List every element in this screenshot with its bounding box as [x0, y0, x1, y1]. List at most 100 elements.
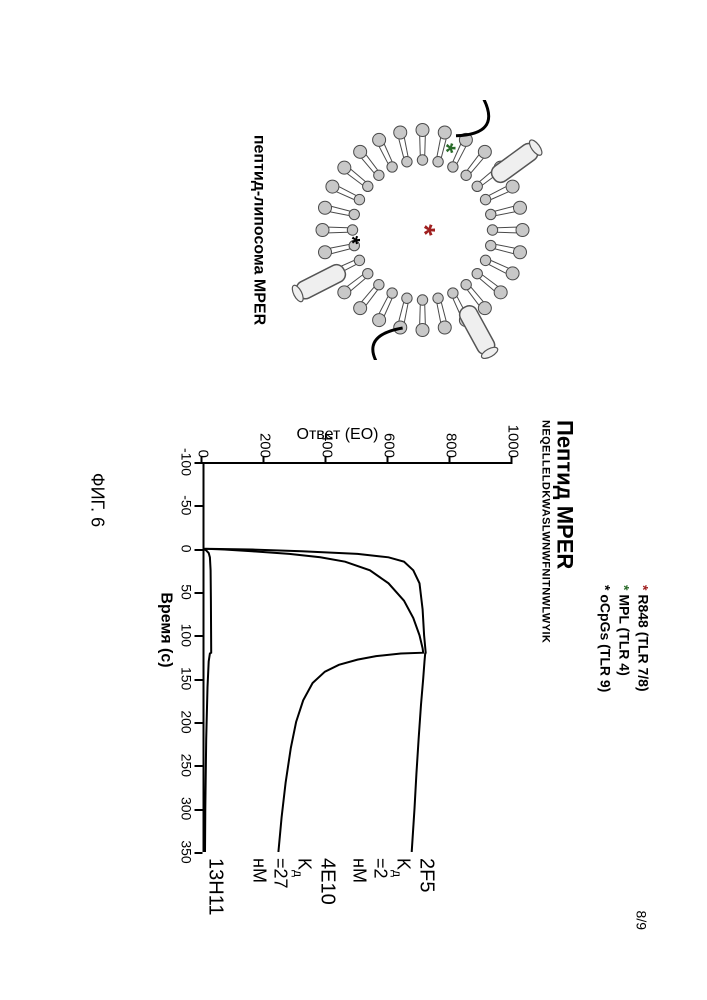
lipid-head-icon [372, 133, 385, 146]
lipid-tail [424, 136, 425, 155]
x-tick-label: 0 [178, 529, 194, 569]
y-tick-mark [386, 456, 388, 464]
lipid-head-icon [353, 145, 366, 158]
lipid-tail [436, 304, 440, 323]
liposome-icon: *** [282, 100, 562, 360]
x-tick-mark [194, 635, 202, 637]
legend-label: MPL (TLR 4) [616, 594, 632, 675]
y-tick-mark [262, 456, 264, 464]
liposome-diagram: *** [282, 100, 562, 360]
y-tick-mark [324, 456, 326, 464]
lipid-head-icon [417, 155, 427, 165]
lipid-head-icon [372, 314, 385, 327]
x-tick-label: 350 [178, 832, 194, 872]
lipid-tail [479, 278, 493, 290]
y-tick-mark [510, 456, 512, 464]
plot-lines [202, 462, 512, 852]
lipid-tail [350, 278, 364, 290]
x-tick-label: -100 [178, 442, 194, 482]
lipid-head-icon [393, 126, 406, 139]
lipid-head-icon [447, 162, 457, 172]
lipid-head-icon [337, 161, 350, 174]
x-tick-mark [194, 722, 202, 724]
legend-label: oCpGs (TLR 9) [597, 594, 613, 692]
lipid-tail [366, 155, 377, 170]
x-tick-label: 150 [178, 659, 194, 699]
page-number: 8/9 [633, 911, 649, 930]
lipid-head-icon [472, 268, 482, 278]
lipid-head-icon [401, 157, 411, 167]
chart-series-2F5 [203, 462, 426, 852]
x-tick-label: -50 [178, 485, 194, 525]
lipid-head-icon [438, 321, 451, 334]
x-tick-mark [194, 852, 202, 854]
x-tick-mark [194, 462, 202, 464]
lipid-tail [470, 158, 482, 172]
lipid-tail [350, 169, 364, 181]
diagram-caption: пептид-липосома MPER [249, 100, 267, 360]
x-tick-mark [194, 679, 202, 681]
lipid-head-icon [362, 268, 372, 278]
lipid-tail [328, 227, 347, 228]
x-tick-label: 250 [178, 745, 194, 785]
ka-label: Kд =2 нМ [348, 858, 414, 883]
lipid-head-icon [432, 293, 442, 303]
asterisk-icon: * [431, 143, 461, 154]
y-tick-label: 1000 [504, 420, 521, 458]
x-tick-mark [194, 809, 202, 811]
y-tick-label: 0 [194, 420, 211, 458]
lipid-tail [366, 290, 377, 305]
x-tick-mark [194, 505, 202, 507]
x-axis-title: Время (с) [156, 592, 174, 667]
lipid-tail [347, 275, 362, 286]
lipid-tail [331, 206, 349, 211]
lipid-head-icon [337, 286, 350, 299]
asterisk-icon: * [339, 236, 364, 245]
lipid-tail [424, 305, 425, 324]
lipid-head-icon [506, 180, 519, 193]
lipid-tail [384, 299, 392, 316]
legend-item: * oCpGs (TLR 9) [595, 585, 614, 692]
figure-label: ФИГ. 6 [86, 473, 107, 527]
lipid-tail [330, 244, 349, 248]
lipid-head-icon [438, 126, 451, 139]
asterisk-green-icon: * [616, 585, 632, 590]
lipid-tail [361, 158, 373, 172]
lipid-head-icon [516, 224, 529, 237]
lipid-tail [384, 144, 392, 161]
lipid-tail [331, 249, 349, 254]
x-tick-mark [194, 765, 202, 767]
peptide-cylinder-icon [290, 262, 348, 303]
lipid-tail [482, 275, 497, 286]
y-axis-title: Ответ (ЕО) [296, 426, 378, 444]
series-label: 2F5 [414, 858, 437, 892]
cpg-strand-icon [455, 100, 488, 136]
chart-series-13H11 [203, 462, 211, 852]
peptide-sequence: NEQELLELDKWASLWNWFNITNWLWYIK [539, 420, 551, 643]
lipid-tail [495, 206, 513, 211]
lipid-head-icon [354, 255, 364, 265]
binding-chart: Ответ (ЕО) Время (с) 02004006008001000-1… [152, 400, 522, 860]
series-label: 13H11 [203, 858, 226, 915]
lipid-tail [441, 303, 446, 321]
lipid-head-icon [513, 201, 526, 214]
lipid-head-icon [478, 302, 491, 315]
legend-label: R848 (TLR 7/8) [635, 594, 651, 691]
lipid-head-icon [416, 324, 429, 337]
ka-label: Kд =27 нМ [248, 858, 314, 889]
lipid-tail [419, 305, 420, 324]
lipid-head-icon [416, 124, 429, 137]
y-tick-label: 200 [256, 420, 273, 458]
x-tick-label: 300 [178, 789, 194, 829]
lipid-head-icon [347, 225, 357, 235]
lipid-head-icon [354, 194, 364, 204]
lipid-head-icon [349, 209, 359, 219]
lipid-tail [404, 304, 408, 323]
lipid-head-icon [460, 170, 470, 180]
lipid-tail [398, 139, 403, 157]
asterisk-black-icon: * [597, 585, 613, 590]
y-tick-label: 600 [380, 420, 397, 458]
lipid-head-icon [373, 170, 383, 180]
lipid-tail [495, 249, 513, 254]
lipid-head-icon [485, 209, 495, 219]
